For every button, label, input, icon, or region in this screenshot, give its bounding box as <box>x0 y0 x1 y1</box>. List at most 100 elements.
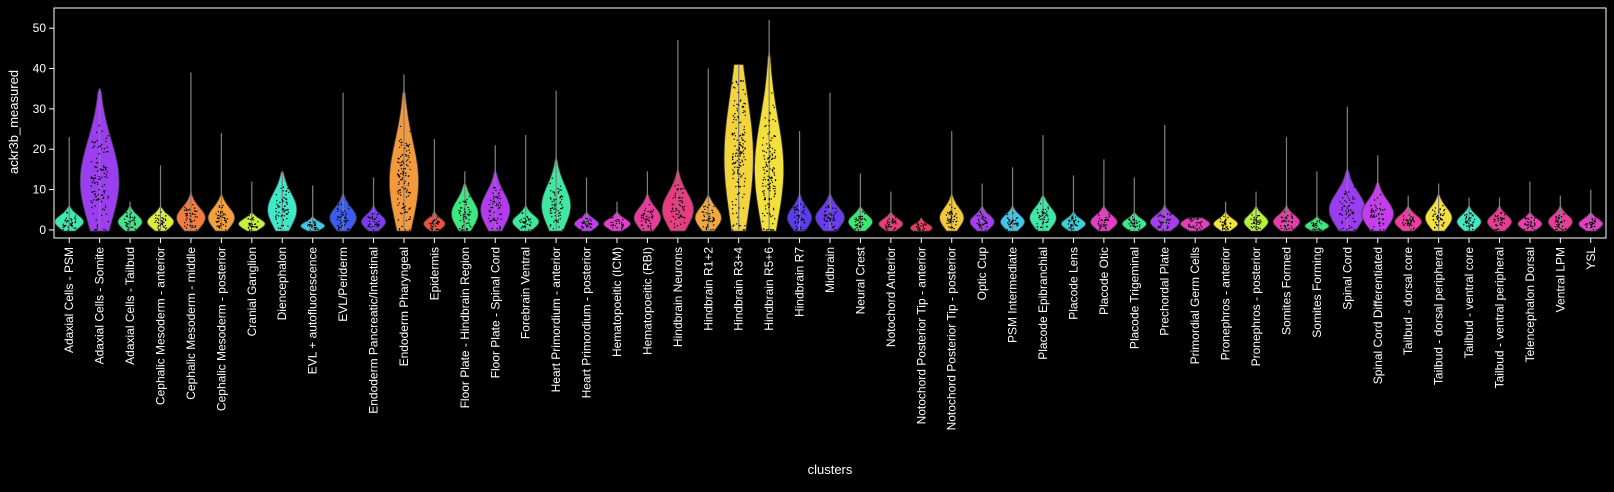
data-point <box>1402 223 1405 226</box>
data-point <box>731 208 734 210</box>
x-tick-label: Placode Epibranchial <box>1036 247 1050 360</box>
data-point <box>702 226 704 228</box>
data-point <box>105 166 108 169</box>
data-point <box>891 222 893 224</box>
data-point <box>953 227 955 230</box>
data-point <box>618 220 620 222</box>
data-point <box>90 161 93 163</box>
data-point <box>1524 223 1527 225</box>
data-point <box>492 200 494 203</box>
data-point <box>767 161 770 163</box>
data-point <box>219 215 221 217</box>
data-point <box>94 190 96 193</box>
data-point <box>825 207 827 209</box>
data-point <box>771 169 774 172</box>
data-point <box>1468 229 1471 231</box>
data-point <box>1168 222 1170 224</box>
data-point <box>891 219 894 222</box>
data-point <box>1375 215 1378 217</box>
data-point <box>741 80 743 82</box>
data-point <box>98 153 100 155</box>
data-point <box>679 188 682 190</box>
violin-46 <box>1424 183 1453 232</box>
data-point <box>1108 213 1110 215</box>
data-point <box>551 177 553 179</box>
x-tick-label: Heart Primordium - anterior <box>549 247 563 392</box>
data-point <box>1280 216 1283 218</box>
data-point <box>1006 217 1009 219</box>
data-point <box>979 215 981 217</box>
data-point <box>222 214 224 216</box>
data-point <box>311 225 313 227</box>
data-point <box>768 205 771 207</box>
data-point <box>1222 225 1225 227</box>
data-point <box>1593 220 1595 222</box>
data-point <box>762 220 764 223</box>
data-point <box>738 166 740 169</box>
data-point <box>980 226 982 228</box>
data-point <box>1401 222 1404 224</box>
data-point <box>739 155 741 157</box>
data-point <box>1556 223 1558 226</box>
data-point <box>98 176 101 178</box>
data-point <box>1253 221 1255 223</box>
data-point <box>1555 217 1558 219</box>
data-point <box>396 173 399 175</box>
data-point <box>733 104 735 107</box>
data-point <box>494 196 497 198</box>
data-point <box>1405 219 1407 221</box>
data-point <box>1158 220 1160 222</box>
data-point <box>731 132 733 134</box>
data-point <box>1190 226 1192 229</box>
data-point <box>1352 196 1354 198</box>
data-point <box>978 222 981 224</box>
data-point <box>1039 218 1041 221</box>
data-point <box>681 188 683 190</box>
data-point <box>682 192 684 194</box>
data-point <box>397 169 400 172</box>
data-point <box>985 220 987 222</box>
data-point <box>397 219 400 221</box>
data-point <box>226 218 228 220</box>
data-point <box>397 204 399 206</box>
data-point <box>74 220 77 222</box>
data-point <box>1160 223 1162 225</box>
data-point <box>406 189 408 191</box>
violin-51 <box>1578 189 1604 232</box>
data-point <box>1105 227 1107 230</box>
data-point <box>222 216 224 218</box>
data-point <box>732 225 734 227</box>
violin-47 <box>1456 197 1482 232</box>
data-point <box>340 210 342 212</box>
data-point <box>221 211 224 213</box>
data-point <box>105 213 108 215</box>
data-point <box>398 189 400 192</box>
data-point <box>64 219 66 221</box>
data-point <box>1558 223 1560 225</box>
violin-19 <box>603 201 631 232</box>
data-point <box>762 150 764 152</box>
data-point <box>158 222 160 224</box>
data-point <box>459 228 461 230</box>
data-point <box>97 194 100 196</box>
data-point <box>549 197 552 199</box>
data-point <box>952 220 954 223</box>
data-point <box>1374 204 1376 206</box>
data-point <box>1044 208 1047 211</box>
data-point <box>742 143 744 145</box>
data-point <box>398 175 401 177</box>
violin-13 <box>423 139 446 232</box>
data-point <box>917 227 919 230</box>
violin-25 <box>786 131 813 232</box>
data-point <box>1472 222 1474 224</box>
data-point <box>644 209 646 212</box>
data-point <box>220 224 222 227</box>
data-point <box>1410 229 1412 231</box>
data-point <box>554 219 556 221</box>
data-point <box>97 146 100 148</box>
violin-34 <box>1060 175 1087 232</box>
data-point <box>409 218 411 220</box>
data-point <box>1169 214 1172 216</box>
data-point <box>1260 221 1262 223</box>
data-point <box>1563 220 1566 222</box>
